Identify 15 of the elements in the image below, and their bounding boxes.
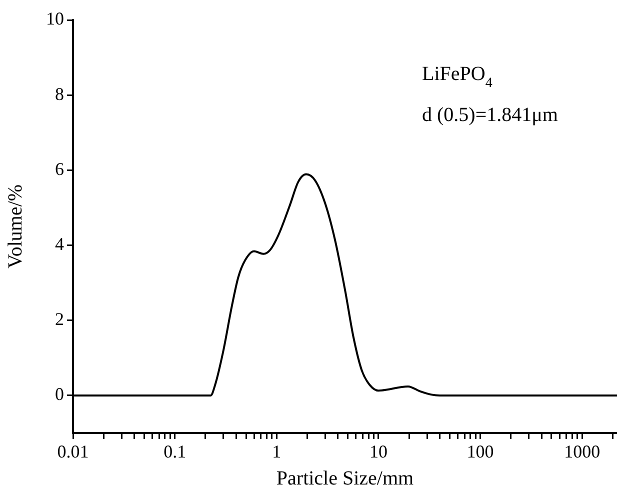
y-tick-label: 8 xyxy=(55,84,64,104)
x-axis-title: Particle Size/mm xyxy=(276,467,414,490)
y-tick-label: 2 xyxy=(55,309,64,330)
y-tick-label: 4 xyxy=(55,234,64,254)
y-tick-label: 6 xyxy=(55,158,64,179)
y-tick-label: 10 xyxy=(46,8,64,29)
y-tick-label: 0 xyxy=(55,384,64,404)
y-axis-title: Volume/% xyxy=(4,184,26,269)
x-tick-label: 0.1 xyxy=(164,442,186,462)
x-tick-label: 0.01 xyxy=(57,442,89,462)
annotation: d (0.5)=1.841μm xyxy=(422,104,558,126)
x-tick-label: 1 xyxy=(272,442,282,462)
x-tick-label: 1000 xyxy=(564,442,600,462)
x-tick-label: 10 xyxy=(369,442,388,462)
x-tick-label: 100 xyxy=(466,442,494,462)
